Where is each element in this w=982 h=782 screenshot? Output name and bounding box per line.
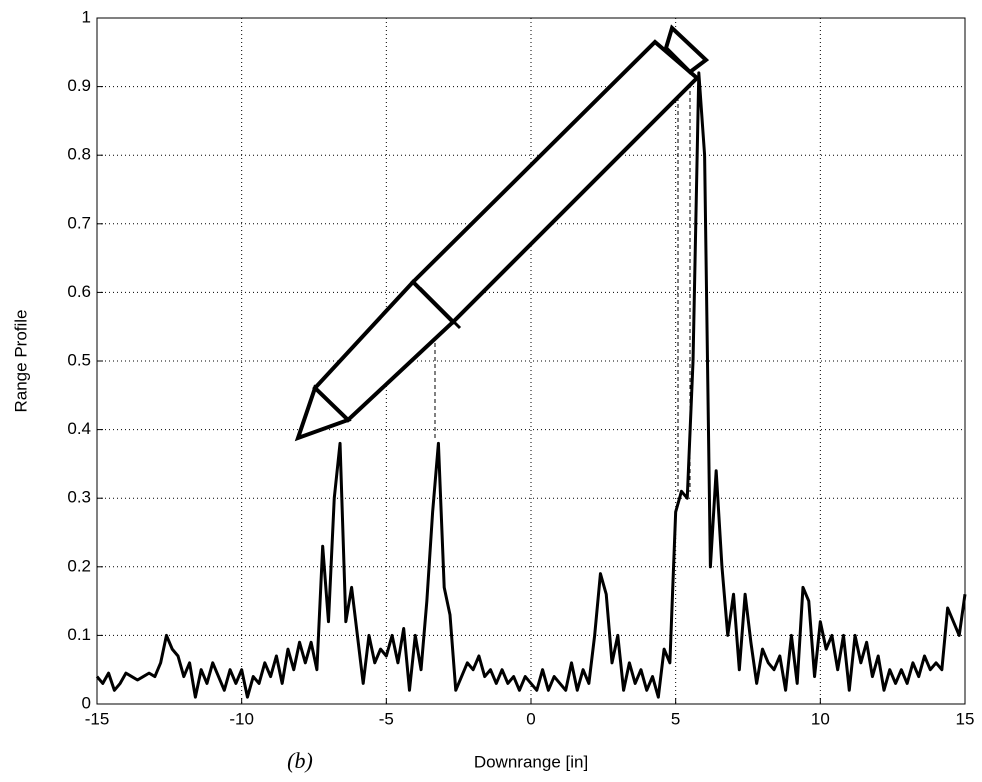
y-tick-label: 0.3 xyxy=(67,488,91,507)
y-tick-label: 0 xyxy=(82,693,91,712)
y-tick-label: 0.5 xyxy=(67,350,91,369)
y-tick-label: 0.9 xyxy=(67,76,91,95)
x-tick-label: 5 xyxy=(671,709,680,728)
y-tick-label: 0.1 xyxy=(67,625,91,644)
pen-illustration xyxy=(294,24,710,492)
pen-tip xyxy=(294,384,352,442)
pen-ring xyxy=(418,286,462,330)
x-axis-label: Downrange [in] xyxy=(474,752,588,771)
x-tick-label: 15 xyxy=(956,709,975,728)
y-tick-label: 0.8 xyxy=(67,145,91,164)
caption: (b) xyxy=(287,748,313,773)
y-tick-label: 1 xyxy=(82,7,91,26)
y-tick-label: 0.6 xyxy=(67,282,91,301)
plot xyxy=(95,71,967,699)
data-line xyxy=(95,71,967,699)
x-tick-label: -10 xyxy=(229,709,254,728)
pen-cap xyxy=(663,24,710,75)
x-tick-label: -15 xyxy=(85,709,110,728)
x-tick-label: 10 xyxy=(811,709,830,728)
x-tick-label: -5 xyxy=(379,709,394,728)
y-tick-label: 0.4 xyxy=(67,419,91,438)
axes-frame xyxy=(96,17,966,705)
y-axis-label: Range Profile xyxy=(11,309,30,412)
y-tick-label: 0.7 xyxy=(67,213,91,232)
y-tick-label: 0.2 xyxy=(67,556,91,575)
x-tick-label: 0 xyxy=(526,709,535,728)
